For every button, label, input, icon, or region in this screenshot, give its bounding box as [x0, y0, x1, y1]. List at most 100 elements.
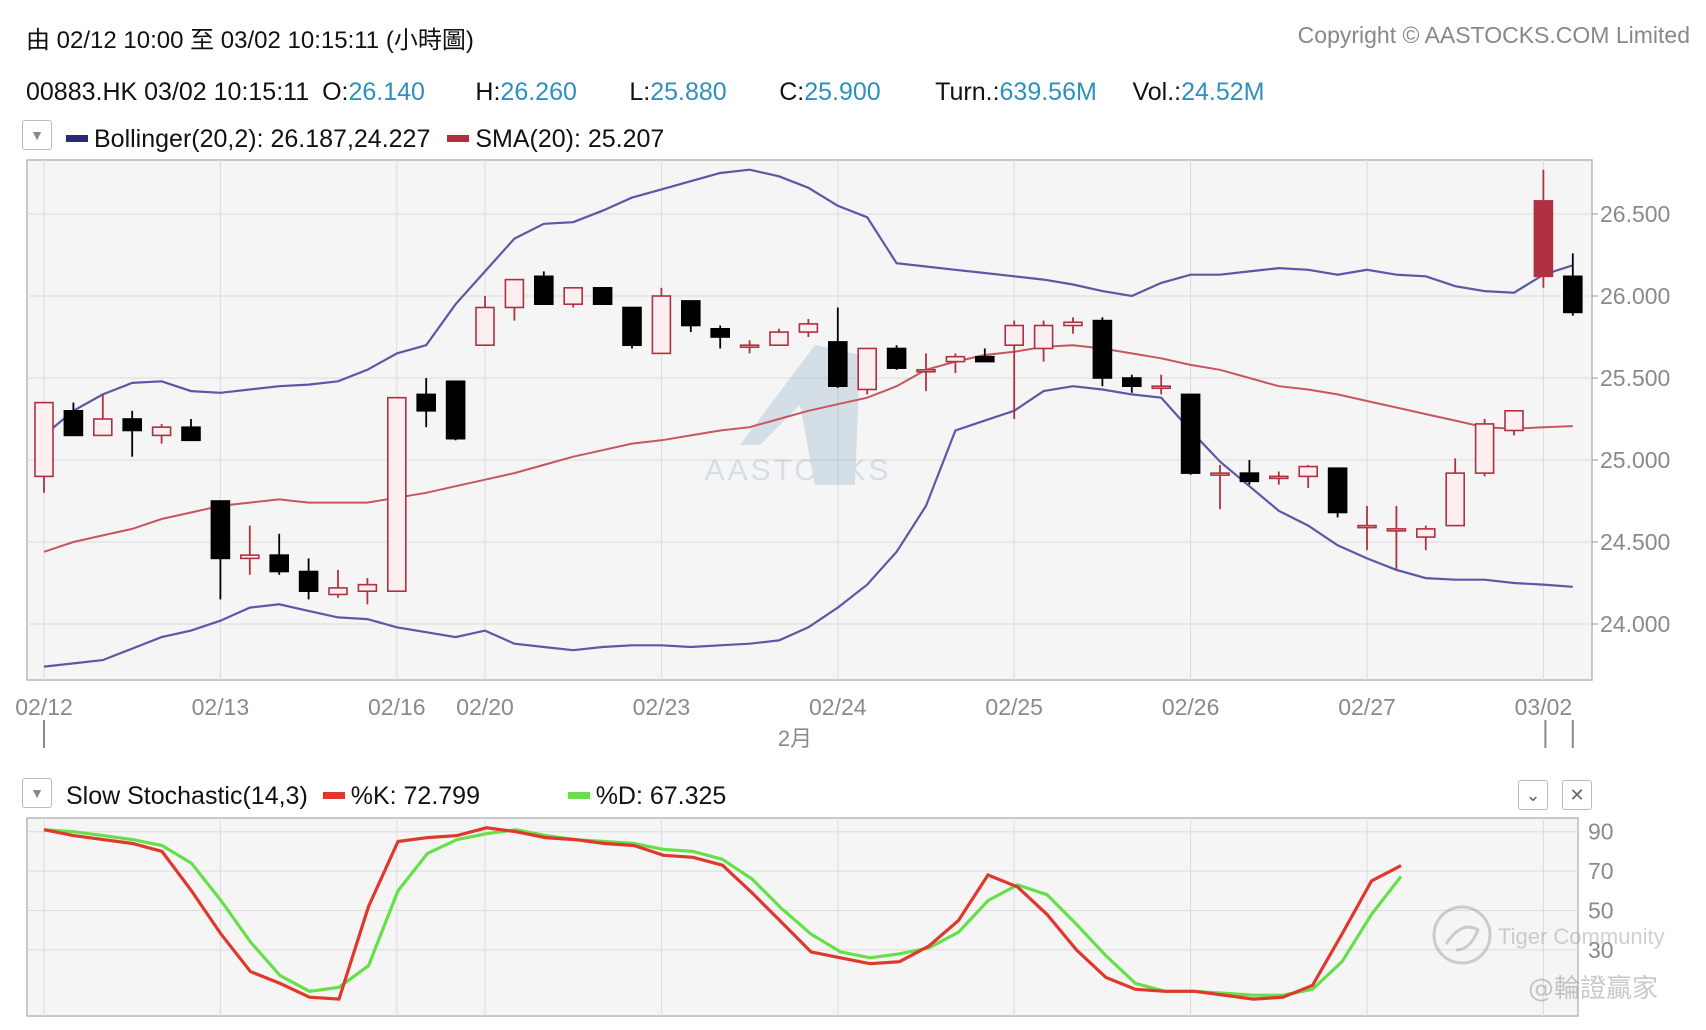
- candle-body: [974, 355, 995, 363]
- candle-body: [827, 341, 848, 388]
- candle-body: [210, 500, 231, 560]
- d-swatch: [567, 792, 590, 800]
- k-swatch: [322, 792, 345, 800]
- candle-body: [1210, 472, 1230, 476]
- candle-body: [563, 286, 584, 305]
- candle-body: [416, 393, 437, 412]
- y-tick-label: 26.500: [1600, 201, 1670, 227]
- candle-body: [798, 323, 819, 333]
- candle-body: [298, 570, 319, 593]
- tiger-watermark: Tiger Community @輪證贏家: [1432, 905, 1665, 1004]
- candle-body: [592, 286, 613, 305]
- stoch-plot-area: [26, 817, 1579, 1017]
- y-tick-label: 25.000: [1600, 447, 1670, 473]
- open-value: 26.140: [348, 78, 425, 106]
- candle-body: [1239, 472, 1260, 483]
- candle-body: [1474, 423, 1495, 474]
- stoch-name: Slow Stochastic(14,3): [66, 782, 308, 810]
- candle-body: [769, 331, 789, 346]
- candle-body: [1122, 377, 1142, 387]
- sma-swatch: [447, 135, 470, 143]
- high-label: H:: [475, 78, 501, 106]
- symbol-time: 00883.HK 03/02 10:15:11: [26, 78, 310, 106]
- candle-body: [1298, 465, 1318, 478]
- candle-body: [886, 347, 907, 369]
- d-legend: %D: 67.325: [595, 782, 727, 810]
- candle-body: [1092, 319, 1113, 379]
- candle-body: [1386, 528, 1407, 532]
- x-tick-label: 02/24: [809, 694, 867, 720]
- candle-body: [151, 426, 172, 437]
- candle-body: [122, 418, 142, 432]
- volume-value: 24.52M: [1181, 78, 1265, 106]
- x-tick-label: 02/23: [633, 694, 691, 720]
- turnover-label: Turn.:: [935, 78, 1000, 106]
- candle-body: [1416, 528, 1436, 538]
- candle-body: [34, 401, 54, 478]
- x-tick-label: 03/02: [1515, 694, 1573, 720]
- copyright: Copyright © AASTOCKS.COM Limited: [1297, 22, 1690, 48]
- x-tick-label: 02/25: [985, 694, 1043, 720]
- candle-body: [328, 587, 348, 596]
- turnover-value: 639.56M: [999, 78, 1097, 106]
- chevron-down-icon[interactable]: ▼: [22, 778, 52, 808]
- date-range: 由 02/12 10:00 至 03/02 10:15:11 (小時圖): [26, 27, 474, 54]
- handle-watermark-text: @輪證贏家: [1528, 974, 1658, 1004]
- candle-body: [1533, 200, 1554, 278]
- stoch-y-tick-label: 50: [1588, 898, 1614, 924]
- x-tick-label: 02/26: [1162, 694, 1220, 720]
- candle-body: [269, 554, 290, 573]
- candle-body: [945, 355, 966, 363]
- close-value: 25.900: [804, 78, 881, 106]
- low-value: 25.880: [650, 78, 727, 106]
- tiger-logo-icon: [1432, 905, 1492, 965]
- candle-body: [916, 368, 936, 373]
- x-tick-label: 02/20: [456, 694, 514, 720]
- candle-body: [386, 396, 407, 592]
- candle-body: [1327, 467, 1348, 514]
- candle-body: [680, 300, 701, 327]
- candle-body: [181, 426, 201, 442]
- tiger-logo-stroke: [1444, 925, 1480, 952]
- candle-body: [1563, 275, 1583, 314]
- stoch-y-tick-label: 30: [1588, 937, 1614, 963]
- low-label: L:: [629, 78, 651, 106]
- candle-body: [710, 327, 731, 338]
- month-label: 2月: [778, 726, 812, 751]
- stoch-legend: Slow Stochastic(14,3) %K: 72.799 %D: 67.…: [66, 782, 726, 811]
- x-tick-label: 02/12: [15, 694, 73, 720]
- candle-body: [622, 306, 642, 347]
- candle-body: [739, 344, 760, 349]
- candle-body: [357, 583, 378, 593]
- y-tick-label: 24.000: [1600, 611, 1670, 637]
- chevron-down-icon[interactable]: ▼: [22, 120, 52, 150]
- candle-body: [475, 306, 495, 347]
- candle-body: [93, 418, 113, 437]
- y-tick-label: 26.000: [1600, 283, 1670, 309]
- y-tick-label: 25.500: [1600, 365, 1670, 391]
- y-tick-label: 24.500: [1600, 529, 1670, 555]
- bollinger-upper-line: [43, 168, 1574, 437]
- candle-body: [1504, 409, 1524, 432]
- high-value: 26.260: [500, 78, 577, 106]
- x-tick-label: 02/27: [1338, 694, 1396, 720]
- volume-label: Vol.:: [1132, 78, 1182, 106]
- sma-line: [43, 344, 1573, 553]
- candle-body: [240, 554, 260, 560]
- candle-body: [1063, 321, 1083, 327]
- tiger-community-text: Tiger Community: [1498, 924, 1665, 949]
- bollinger-lower-line: [43, 385, 1573, 668]
- collapse-icon[interactable]: ⌄: [1518, 780, 1548, 810]
- candle-body: [1180, 393, 1201, 474]
- candle-body: [445, 380, 466, 440]
- stoch-k-line: [43, 826, 1402, 1001]
- main-legend: Bollinger(20,2): 26.187,24.227 SMA(20): …: [66, 125, 664, 154]
- candle-body: [533, 275, 554, 306]
- x-tick-label: 02/16: [368, 694, 426, 720]
- close-icon[interactable]: ✕: [1562, 780, 1592, 810]
- candle-body: [1033, 324, 1054, 350]
- candle-body: [1445, 472, 1465, 527]
- candle-body: [857, 347, 878, 391]
- candle-body: [1357, 524, 1377, 529]
